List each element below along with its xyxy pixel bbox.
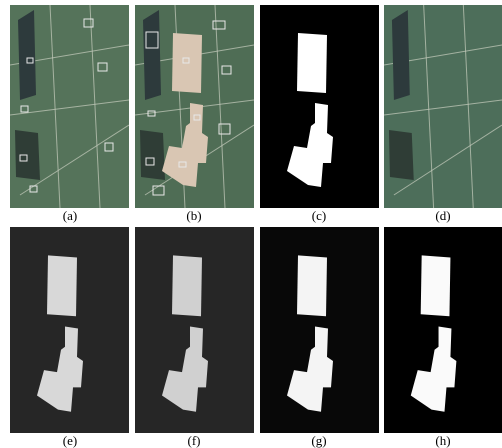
panel-c [260,5,379,208]
panel-label: (g) [311,433,326,448]
panel-label: (e) [63,433,77,448]
panel-d [384,5,502,208]
panel-label: (f) [188,433,201,448]
panel-label: (h) [435,433,450,448]
panel-label: (a) [63,208,77,223]
panel-label: (c) [312,208,326,223]
panel-f [135,227,254,433]
panel-label: (d) [435,208,450,223]
panel-a [10,5,129,208]
panel-label: (b) [186,208,201,223]
panel-g [260,227,379,433]
figure: (a) (b) (c) (d) (e) (f) (g) (h) [0,0,502,448]
panel-e [10,227,129,433]
panel-h [384,227,502,433]
panel-b [135,5,254,208]
